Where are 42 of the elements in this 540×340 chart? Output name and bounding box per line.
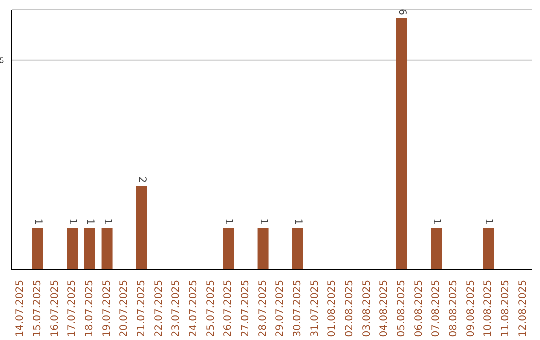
x-tick-label: 23.07.2025 <box>171 280 182 338</box>
x-tick-label: 19.07.2025 <box>102 280 113 338</box>
x-tick-label: 25.07.2025 <box>206 280 217 338</box>
x-tick-label: 04.08.2025 <box>379 280 390 338</box>
data-label: 1 <box>292 218 304 226</box>
data-label: 1 <box>67 218 78 226</box>
x-tick-label: 16.07.2025 <box>50 280 61 338</box>
x-tick-label: 29.07.2025 <box>275 280 286 338</box>
y-tick-label: 5 <box>0 56 4 66</box>
data-label: 1 <box>223 218 234 226</box>
x-tick-label: 17.07.2025 <box>67 280 78 338</box>
data-label: 1 <box>258 218 269 226</box>
data-label: 2 <box>136 176 148 184</box>
data-label: 1 <box>431 218 442 226</box>
x-tick-label: 01.08.2025 <box>327 280 338 338</box>
x-tick-label: 22.07.2025 <box>154 280 165 338</box>
x-tick-label: 27.07.2025 <box>240 280 252 338</box>
x-tick-label: 05.08.2025 <box>396 280 408 338</box>
data-label: 6 <box>396 9 408 16</box>
x-tick-label: 10.08.2025 <box>483 280 494 338</box>
x-tick-label: 31.07.2025 <box>310 280 321 338</box>
x-tick-label: 26.07.2025 <box>223 280 234 338</box>
x-tick-label: 12.08.2025 <box>518 280 529 338</box>
x-tick-label: 07.08.2025 <box>431 280 442 338</box>
x-tick-label: 30.07.2025 <box>292 280 304 338</box>
x-tick-label: 03.08.2025 <box>362 280 373 338</box>
x-tick-label: 08.08.2025 <box>448 280 460 338</box>
x-tick-label: 20.07.2025 <box>119 280 130 338</box>
x-tick-label: 18.07.2025 <box>84 280 96 338</box>
x-tick-label: 21.07.2025 <box>136 280 148 338</box>
x-tick-label: 11.08.2025 <box>500 280 512 338</box>
x-tick-label: 24.07.2025 <box>188 280 200 338</box>
x-tick-label: 28.07.2025 <box>258 280 269 338</box>
x-tick-label: 09.08.2025 <box>466 280 477 338</box>
x-tick-label: 14.07.2025 <box>15 280 26 338</box>
data-label: 1 <box>483 218 494 226</box>
data-label: 1 <box>32 218 44 226</box>
x-tick-label: 06.08.2025 <box>414 280 425 338</box>
x-tick-label: 02.08.2025 <box>344 280 356 338</box>
data-label: 1 <box>84 218 96 226</box>
x-tick-label: 15.07.2025 <box>32 280 44 338</box>
data-label: 1 <box>102 218 113 226</box>
